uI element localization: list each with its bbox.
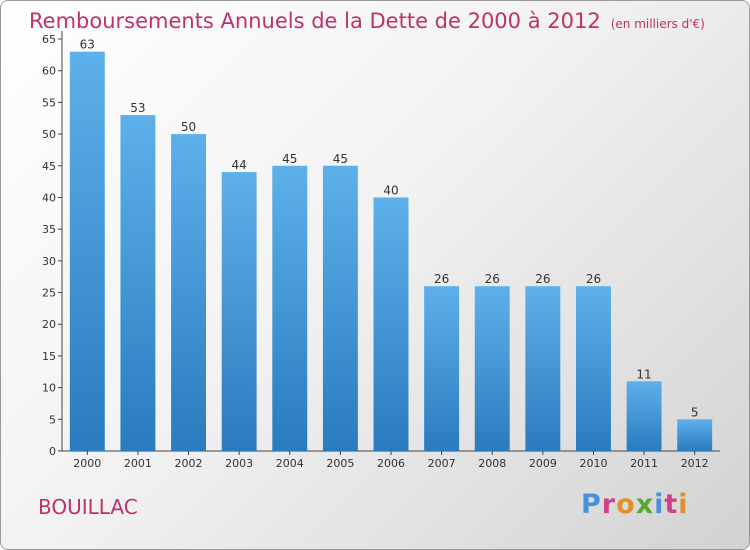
bar	[322, 165, 358, 451]
bar	[525, 286, 561, 451]
x-tick-label: 2003	[225, 457, 253, 470]
y-tick-label: 40	[42, 191, 56, 204]
chart-unit: (en milliers d'€)	[610, 17, 705, 31]
logo-letter: t	[664, 489, 679, 520]
x-tick-label: 2007	[428, 457, 456, 470]
x-tick-label: 2002	[175, 457, 203, 470]
bar-value-label: 45	[333, 152, 348, 166]
bar	[626, 381, 662, 451]
bar-value-label: 11	[636, 367, 651, 381]
y-tick-label: 10	[42, 382, 56, 395]
bar-value-label: 40	[383, 183, 398, 197]
chart-title-text: Remboursements Annuels de la Dette de 20…	[29, 9, 601, 33]
bar-value-label: 5	[691, 405, 699, 419]
x-tick-label: 2012	[681, 457, 709, 470]
x-tick-label: 2005	[326, 457, 354, 470]
x-tick-label: 2004	[276, 457, 304, 470]
bar-value-label: 26	[485, 272, 500, 286]
proxiti-logo: Proxiti	[581, 489, 689, 520]
bars	[69, 51, 713, 452]
y-tick-label: 65	[42, 33, 56, 46]
commune-name: BOUILLAC	[38, 495, 138, 519]
y-tick-label: 45	[42, 160, 56, 173]
y-tick-label: 30	[42, 255, 56, 268]
bar	[373, 197, 409, 451]
y-tick-label: 20	[42, 318, 56, 331]
y-tick-label: 15	[42, 350, 56, 363]
bar-value-label: 26	[434, 272, 449, 286]
x-tick-label: 2008	[478, 457, 506, 470]
logo-letter: r	[601, 489, 617, 520]
x-tick-label: 2011	[630, 457, 658, 470]
y-tick-label: 60	[42, 65, 56, 78]
bar-value-label: 63	[80, 38, 95, 52]
bar	[69, 51, 105, 452]
logo-letter: x	[635, 489, 655, 520]
x-tick-label: 2009	[529, 457, 557, 470]
bar-value-label: 53	[130, 101, 145, 115]
x-tick-label: 2006	[377, 457, 405, 470]
x-tick-label: 2000	[73, 457, 101, 470]
bar	[424, 286, 460, 451]
bar	[120, 115, 156, 452]
bar	[677, 419, 713, 451]
logo-letter: o	[616, 489, 636, 520]
y-tick-label: 5	[49, 413, 56, 426]
y-tick-label: 25	[42, 287, 56, 300]
logo-letter: i	[678, 489, 689, 520]
bar-value-label: 26	[535, 272, 550, 286]
bar	[575, 286, 611, 451]
bar-value-label: 45	[282, 152, 297, 166]
bar-value-label: 44	[232, 158, 247, 172]
bar	[171, 134, 207, 452]
logo-letter: i	[654, 489, 665, 520]
logo-letter: P	[581, 489, 602, 520]
x-tick-label: 2010	[579, 457, 607, 470]
y-tick-label: 50	[42, 128, 56, 141]
y-tick-label: 0	[49, 445, 56, 458]
x-axis: 2000 2001 2002 2003 2004 2005 2006 2007 2008 2009…	[62, 450, 720, 470]
bar	[272, 165, 308, 451]
y-tick-label: 55	[42, 96, 56, 109]
chart-title: Remboursements Annuels de la Dette de 20…	[29, 9, 705, 33]
bar-value-label: 50	[181, 120, 196, 134]
bar-value-label: 26	[586, 272, 601, 286]
y-axis: 0 5 10 15 20 25 30 35 40 45 50 55 60 65	[42, 31, 63, 458]
bar	[474, 286, 510, 451]
y-tick-label: 35	[42, 223, 56, 236]
value-labels: 63 53 50 44 45 45 40 26 26 26 26 11 5	[80, 38, 699, 420]
x-tick-label: 2001	[124, 457, 152, 470]
bar	[221, 172, 257, 451]
